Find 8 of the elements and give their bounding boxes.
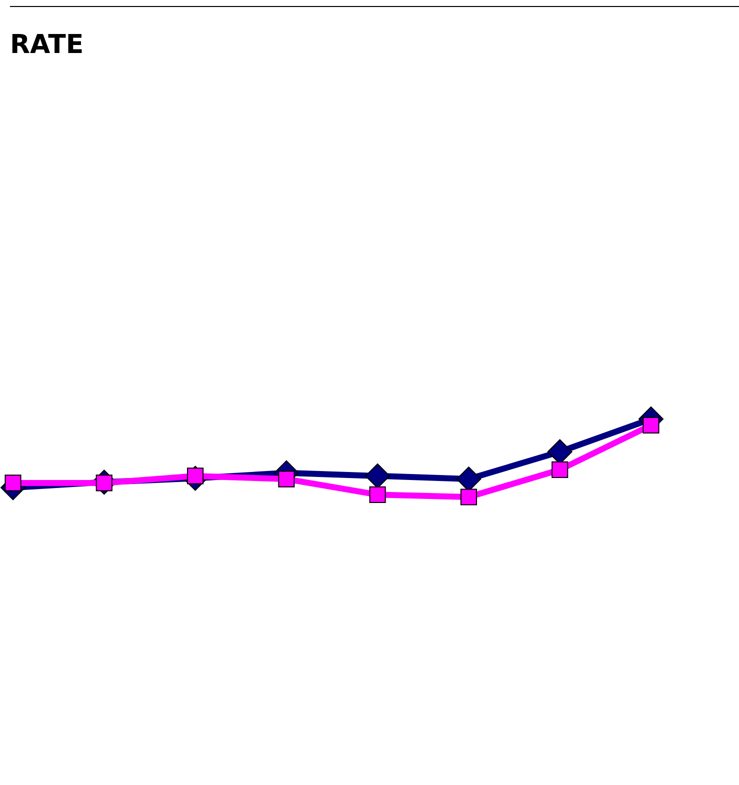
point — [369, 486, 386, 503]
point — [552, 461, 568, 478]
point — [4, 474, 22, 492]
point — [365, 463, 390, 488]
point — [278, 470, 295, 488]
point — [460, 488, 477, 506]
chart-title: RATE — [10, 30, 84, 60]
point — [642, 416, 660, 434]
